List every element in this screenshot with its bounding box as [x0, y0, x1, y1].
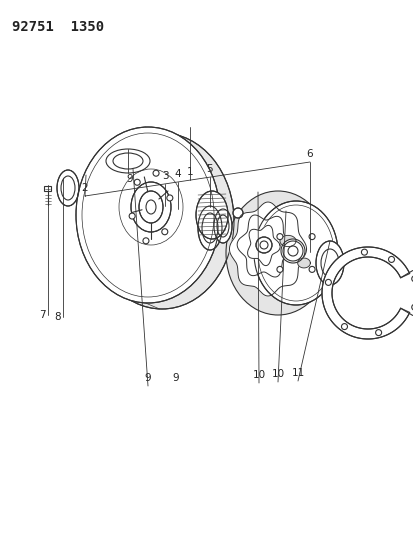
Ellipse shape: [225, 191, 329, 315]
Ellipse shape: [57, 170, 79, 206]
Text: 7: 7: [38, 310, 45, 320]
Text: 5: 5: [206, 164, 213, 174]
Text: 4: 4: [174, 169, 181, 179]
Circle shape: [276, 233, 282, 240]
Circle shape: [341, 324, 347, 329]
Circle shape: [325, 279, 330, 285]
Text: 6: 6: [306, 149, 313, 159]
Polygon shape: [237, 215, 292, 277]
Polygon shape: [279, 236, 295, 247]
Circle shape: [134, 179, 140, 185]
Ellipse shape: [131, 182, 171, 232]
Circle shape: [309, 233, 314, 240]
Ellipse shape: [254, 201, 337, 305]
Text: 8: 8: [55, 312, 61, 322]
Circle shape: [276, 266, 282, 272]
Polygon shape: [321, 247, 409, 339]
Polygon shape: [229, 202, 306, 296]
Ellipse shape: [90, 133, 233, 309]
Circle shape: [411, 276, 413, 282]
Circle shape: [142, 238, 149, 244]
Text: 10: 10: [271, 369, 284, 379]
Ellipse shape: [214, 209, 231, 243]
Circle shape: [161, 229, 167, 235]
Ellipse shape: [139, 191, 163, 223]
Ellipse shape: [315, 241, 343, 285]
Circle shape: [233, 208, 242, 218]
Circle shape: [166, 195, 172, 201]
Text: 9: 9: [144, 373, 151, 383]
Circle shape: [153, 170, 159, 176]
Circle shape: [280, 239, 304, 263]
Text: 9: 9: [172, 373, 179, 383]
Circle shape: [375, 329, 381, 336]
Ellipse shape: [195, 191, 228, 239]
Text: 2: 2: [81, 183, 88, 193]
Text: 9: 9: [126, 174, 133, 184]
Text: 92751  1350: 92751 1350: [12, 20, 104, 34]
Text: 11: 11: [291, 368, 304, 378]
Circle shape: [255, 237, 271, 253]
Circle shape: [361, 249, 367, 255]
Ellipse shape: [106, 149, 150, 173]
Polygon shape: [297, 258, 310, 268]
Polygon shape: [44, 186, 51, 191]
Text: 3: 3: [161, 171, 168, 181]
Ellipse shape: [197, 206, 221, 250]
Circle shape: [129, 213, 135, 219]
Ellipse shape: [76, 127, 219, 303]
Text: 10: 10: [252, 370, 265, 380]
Circle shape: [387, 256, 394, 262]
Polygon shape: [247, 225, 280, 265]
Circle shape: [309, 266, 314, 272]
Text: 1: 1: [186, 167, 193, 177]
Circle shape: [411, 304, 413, 310]
